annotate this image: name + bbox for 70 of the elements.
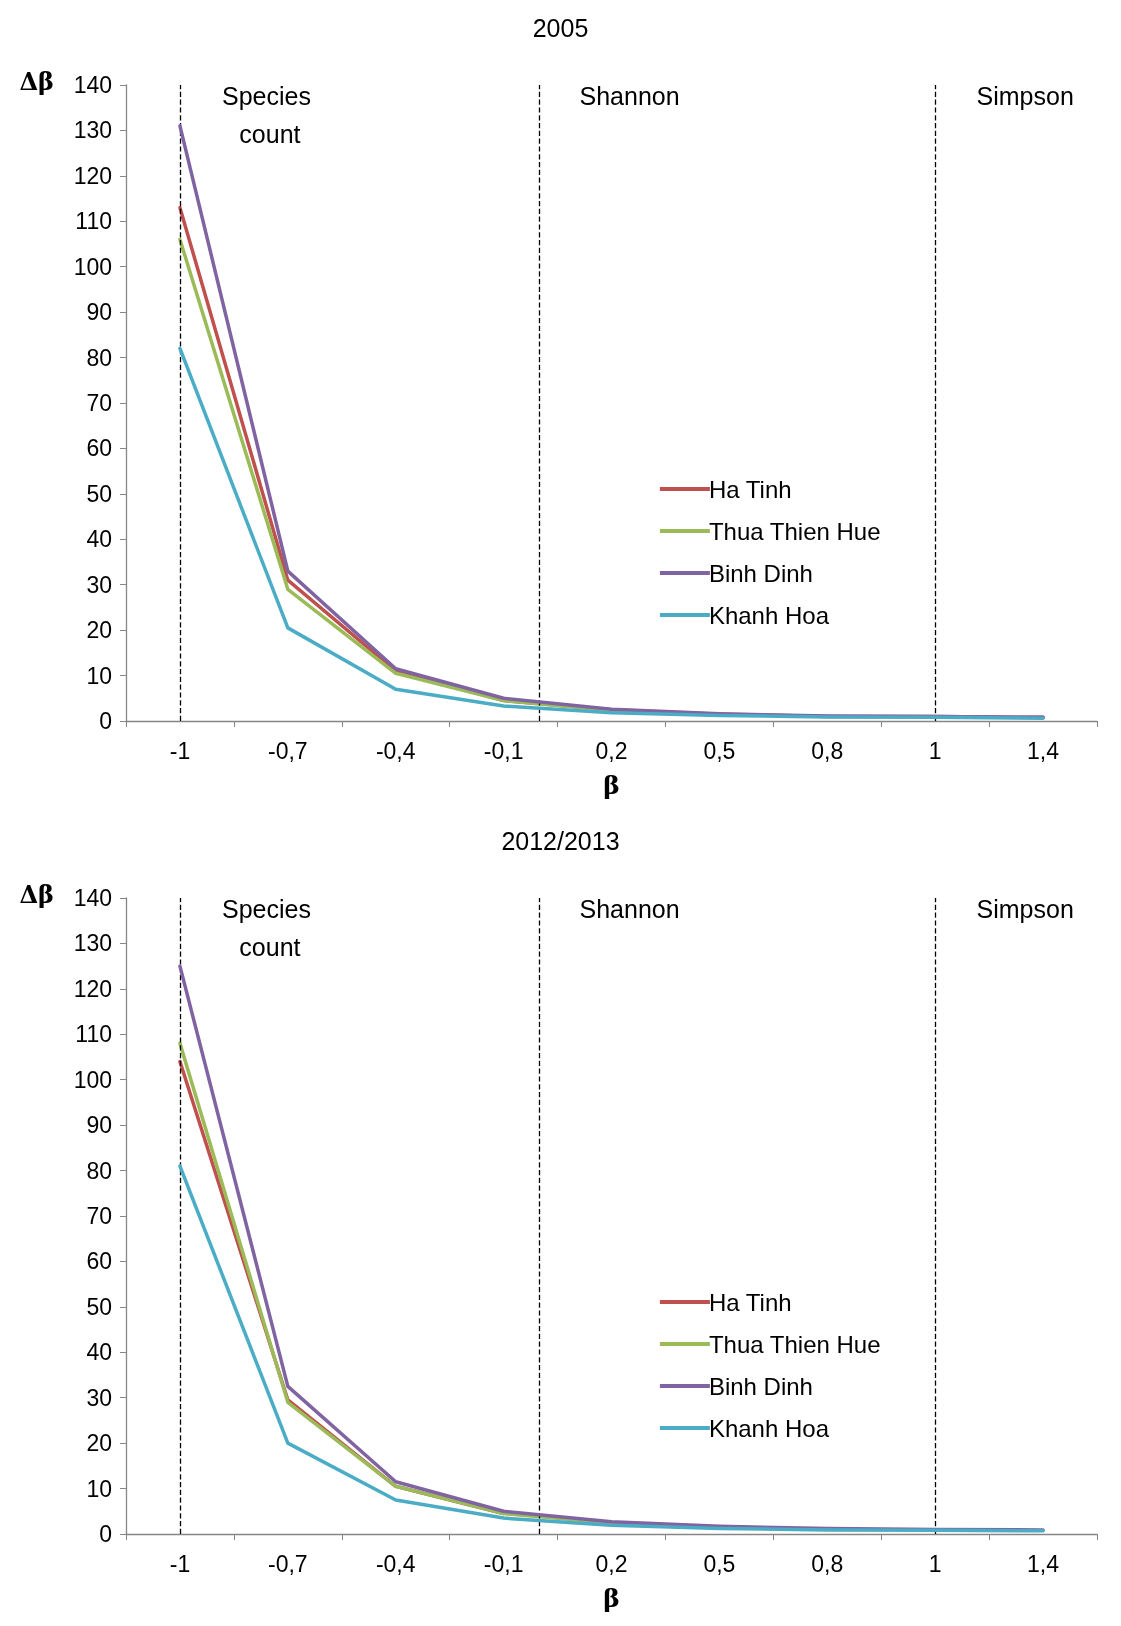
x-tick-label: 0,2: [595, 1550, 628, 1577]
x-tick-label: -0,1: [483, 737, 524, 764]
ref-line-label: Simpson: [976, 895, 1074, 923]
y-tick-label: 20: [86, 617, 112, 644]
y-tick-label: 50: [86, 1293, 112, 1320]
ref-line-label: Species count: [222, 82, 318, 148]
y-tick-label: 30: [86, 1384, 112, 1411]
x-tick-label: 0,8: [811, 737, 844, 764]
line-series: [178, 346, 1045, 721]
y-tick-label: 120: [73, 975, 112, 1002]
chart-title: 2005: [532, 13, 589, 42]
legend-label: Khanh Hoa: [708, 1414, 830, 1442]
y-tick-label: 120: [73, 162, 112, 189]
x-axis-title: β: [603, 771, 620, 800]
y-tick-label: 110: [75, 208, 112, 235]
x-tick-label: -1: [169, 737, 191, 764]
y-tick-label: 80: [86, 344, 112, 371]
y-tick-label: 130: [73, 117, 112, 144]
y-tick-label: 110: [75, 1021, 112, 1048]
y-tick-label: 80: [86, 1157, 112, 1184]
x-tick-label: 0,5: [703, 1550, 736, 1577]
y-tick-label: 90: [86, 1112, 112, 1139]
y-tick-label: 60: [86, 435, 112, 462]
x-tick-label: -0,4: [375, 737, 416, 764]
y-tick-label: 40: [86, 1339, 112, 1366]
y-axis-title: Δβ: [19, 879, 54, 909]
y-tick-label: 60: [86, 1248, 112, 1275]
y-tick-label: 50: [86, 480, 112, 507]
y-tick-label: 10: [86, 1475, 112, 1502]
x-tick-label: -0,7: [268, 737, 308, 764]
ref-line-label: Simpson: [976, 82, 1074, 110]
annotation: Shannon: [579, 82, 680, 110]
y-tick-label: 90: [86, 299, 112, 326]
x-tick-label: -0,7: [268, 1550, 308, 1577]
legend-label: Binh Dinh: [708, 1372, 813, 1400]
legend-label: Ha Tinh: [708, 1288, 792, 1316]
legend-label: Ha Tinh: [708, 475, 792, 503]
x-tick-label: 0,8: [811, 1550, 844, 1577]
x-tick-label: -1: [169, 1550, 191, 1577]
y-tick-label: 30: [86, 571, 112, 598]
legend-label: Thua Thien Hue: [708, 1330, 881, 1358]
x-tick-label: 1,4: [1027, 1550, 1060, 1577]
annotation: Shannon: [579, 895, 680, 923]
x-tick-label: 1: [928, 737, 942, 764]
x-tick-label: 0,5: [703, 737, 736, 764]
y-tick-label: 130: [73, 930, 112, 957]
ref-line-label: Species count: [222, 895, 318, 961]
line-series: [178, 1164, 1045, 1533]
x-tick-label: -0,4: [375, 1550, 416, 1577]
legend-label: Khanh Hoa: [708, 601, 830, 629]
y-tick-label: 0: [99, 1521, 112, 1547]
y-tick-label: 10: [86, 662, 112, 689]
x-axis-title: β: [603, 1584, 620, 1613]
y-tick-label: 0: [99, 708, 112, 734]
x-tick-label: 1: [928, 1550, 942, 1577]
y-tick-label: 70: [86, 390, 112, 416]
y-tick-label: 140: [73, 885, 112, 911]
x-tick-label: -0,1: [483, 1550, 524, 1577]
y-tick-label: 100: [73, 253, 112, 280]
y-axis-title: Δβ: [19, 66, 54, 96]
x-tick-label: 1,4: [1027, 737, 1060, 764]
y-tick-label: 20: [86, 1430, 112, 1457]
y-tick-label: 100: [73, 1066, 112, 1093]
y-tick-label: 140: [73, 72, 112, 98]
legend-label: Thua Thien Hue: [708, 517, 881, 545]
y-tick-label: 70: [86, 1203, 112, 1229]
chart-title: 2012/2013: [501, 826, 620, 855]
x-tick-label: 0,2: [595, 737, 628, 764]
y-tick-label: 40: [86, 526, 112, 553]
legend-label: Binh Dinh: [708, 559, 813, 587]
